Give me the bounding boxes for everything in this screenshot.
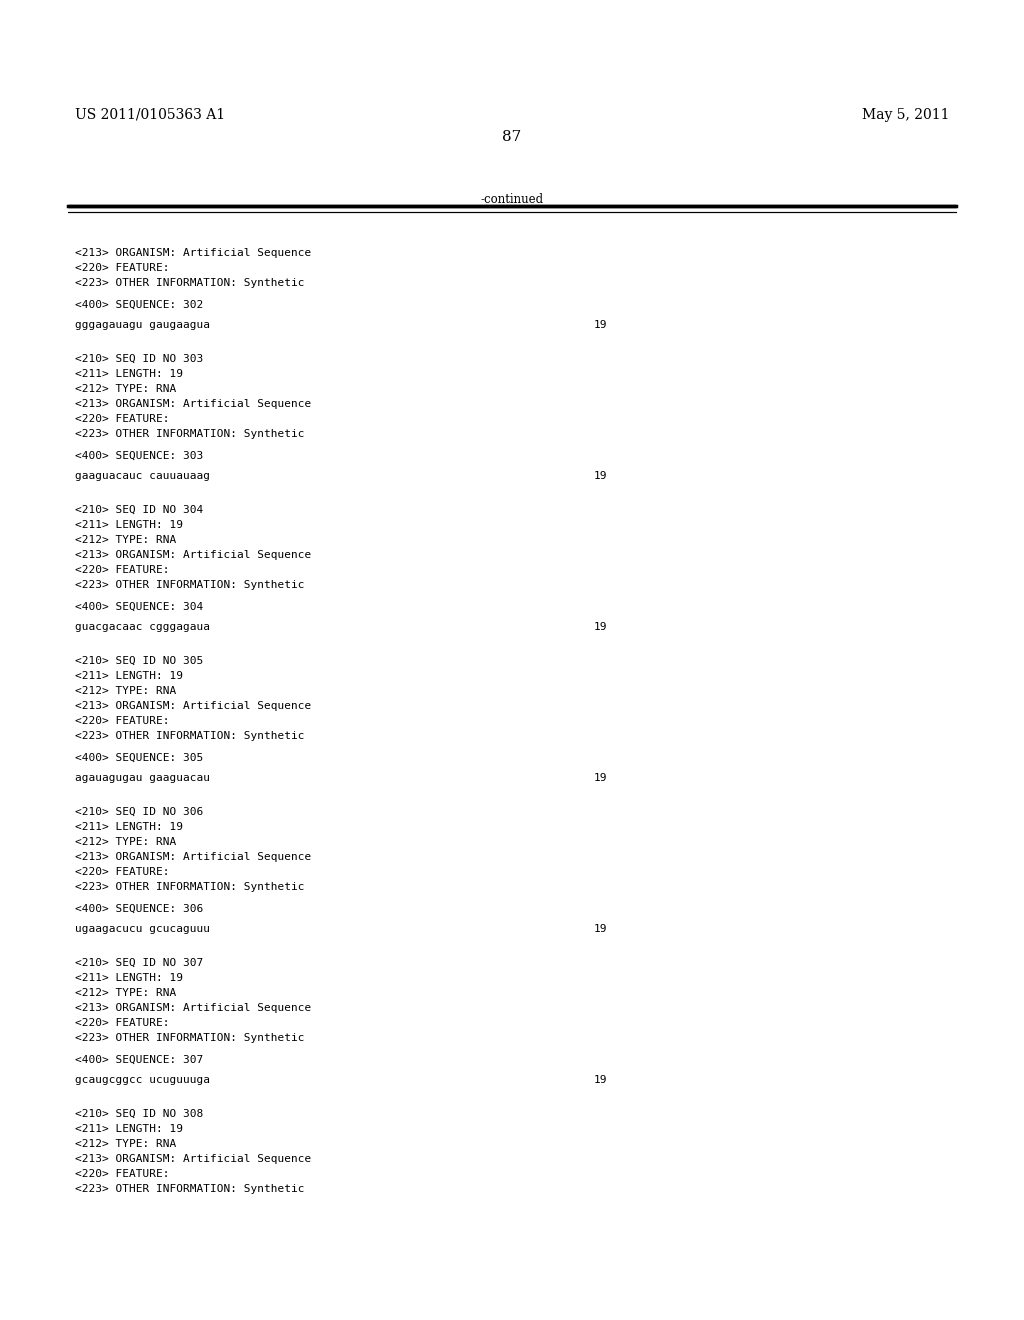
Text: agauagugau gaaguacau: agauagugau gaaguacau [75, 774, 210, 783]
Text: <211> LENGTH: 19: <211> LENGTH: 19 [75, 671, 183, 681]
Text: <223> OTHER INFORMATION: Synthetic: <223> OTHER INFORMATION: Synthetic [75, 731, 304, 741]
Text: May 5, 2011: May 5, 2011 [861, 108, 949, 121]
Text: <213> ORGANISM: Artificial Sequence: <213> ORGANISM: Artificial Sequence [75, 248, 311, 257]
Text: <223> OTHER INFORMATION: Synthetic: <223> OTHER INFORMATION: Synthetic [75, 882, 304, 892]
Text: guacgacaac cgggagaua: guacgacaac cgggagaua [75, 622, 210, 632]
Text: 19: 19 [594, 622, 607, 632]
Text: <210> SEQ ID NO 306: <210> SEQ ID NO 306 [75, 807, 203, 817]
Text: <210> SEQ ID NO 305: <210> SEQ ID NO 305 [75, 656, 203, 667]
Text: <210> SEQ ID NO 304: <210> SEQ ID NO 304 [75, 506, 203, 515]
Text: 19: 19 [594, 471, 607, 480]
Text: <220> FEATURE:: <220> FEATURE: [75, 1170, 170, 1179]
Text: 19: 19 [594, 774, 607, 783]
Text: gggagauagu gaugaagua: gggagauagu gaugaagua [75, 319, 210, 330]
Text: <213> ORGANISM: Artificial Sequence: <213> ORGANISM: Artificial Sequence [75, 399, 311, 409]
Text: <213> ORGANISM: Artificial Sequence: <213> ORGANISM: Artificial Sequence [75, 1003, 311, 1012]
Text: <212> TYPE: RNA: <212> TYPE: RNA [75, 384, 176, 393]
Text: <220> FEATURE:: <220> FEATURE: [75, 414, 170, 424]
Text: <400> SEQUENCE: 305: <400> SEQUENCE: 305 [75, 752, 203, 763]
Text: <211> LENGTH: 19: <211> LENGTH: 19 [75, 1125, 183, 1134]
Text: <212> TYPE: RNA: <212> TYPE: RNA [75, 987, 176, 998]
Text: <220> FEATURE:: <220> FEATURE: [75, 263, 170, 273]
Text: <220> FEATURE:: <220> FEATURE: [75, 715, 170, 726]
Text: <220> FEATURE:: <220> FEATURE: [75, 867, 170, 876]
Text: 87: 87 [503, 129, 521, 144]
Text: <210> SEQ ID NO 307: <210> SEQ ID NO 307 [75, 958, 203, 968]
Text: <211> LENGTH: 19: <211> LENGTH: 19 [75, 520, 183, 531]
Text: <211> LENGTH: 19: <211> LENGTH: 19 [75, 822, 183, 832]
Text: gaaguacauc cauuauaag: gaaguacauc cauuauaag [75, 471, 210, 480]
Text: <220> FEATURE:: <220> FEATURE: [75, 565, 170, 576]
Text: 19: 19 [594, 924, 607, 935]
Text: <212> TYPE: RNA: <212> TYPE: RNA [75, 1139, 176, 1148]
Text: <212> TYPE: RNA: <212> TYPE: RNA [75, 535, 176, 545]
Text: <213> ORGANISM: Artificial Sequence: <213> ORGANISM: Artificial Sequence [75, 701, 311, 711]
Text: US 2011/0105363 A1: US 2011/0105363 A1 [75, 108, 225, 121]
Text: <400> SEQUENCE: 304: <400> SEQUENCE: 304 [75, 602, 203, 612]
Text: <212> TYPE: RNA: <212> TYPE: RNA [75, 686, 176, 696]
Text: <400> SEQUENCE: 306: <400> SEQUENCE: 306 [75, 904, 203, 913]
Text: <400> SEQUENCE: 307: <400> SEQUENCE: 307 [75, 1055, 203, 1065]
Text: <211> LENGTH: 19: <211> LENGTH: 19 [75, 973, 183, 983]
Text: <210> SEQ ID NO 308: <210> SEQ ID NO 308 [75, 1109, 203, 1119]
Text: <211> LENGTH: 19: <211> LENGTH: 19 [75, 370, 183, 379]
Text: <223> OTHER INFORMATION: Synthetic: <223> OTHER INFORMATION: Synthetic [75, 579, 304, 590]
Text: 19: 19 [594, 319, 607, 330]
Text: ugaagacucu gcucaguuu: ugaagacucu gcucaguuu [75, 924, 210, 935]
Text: <400> SEQUENCE: 303: <400> SEQUENCE: 303 [75, 451, 203, 461]
Text: <223> OTHER INFORMATION: Synthetic: <223> OTHER INFORMATION: Synthetic [75, 279, 304, 288]
Text: <400> SEQUENCE: 302: <400> SEQUENCE: 302 [75, 300, 203, 310]
Text: <223> OTHER INFORMATION: Synthetic: <223> OTHER INFORMATION: Synthetic [75, 429, 304, 440]
Text: <223> OTHER INFORMATION: Synthetic: <223> OTHER INFORMATION: Synthetic [75, 1184, 304, 1195]
Text: gcaugcggcc ucuguuuga: gcaugcggcc ucuguuuga [75, 1074, 210, 1085]
Text: <210> SEQ ID NO 303: <210> SEQ ID NO 303 [75, 354, 203, 364]
Text: <213> ORGANISM: Artificial Sequence: <213> ORGANISM: Artificial Sequence [75, 1154, 311, 1164]
Text: 19: 19 [594, 1074, 607, 1085]
Text: <223> OTHER INFORMATION: Synthetic: <223> OTHER INFORMATION: Synthetic [75, 1034, 304, 1043]
Text: <212> TYPE: RNA: <212> TYPE: RNA [75, 837, 176, 847]
Text: <213> ORGANISM: Artificial Sequence: <213> ORGANISM: Artificial Sequence [75, 550, 311, 560]
Text: <213> ORGANISM: Artificial Sequence: <213> ORGANISM: Artificial Sequence [75, 851, 311, 862]
Text: -continued: -continued [480, 193, 544, 206]
Text: <220> FEATURE:: <220> FEATURE: [75, 1018, 170, 1028]
